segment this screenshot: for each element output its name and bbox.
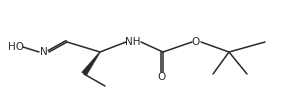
Text: NH: NH bbox=[125, 37, 141, 47]
Text: O: O bbox=[192, 37, 200, 47]
Polygon shape bbox=[82, 52, 100, 76]
Text: N: N bbox=[40, 47, 48, 57]
Text: HO: HO bbox=[8, 42, 24, 52]
Text: O: O bbox=[158, 72, 166, 82]
